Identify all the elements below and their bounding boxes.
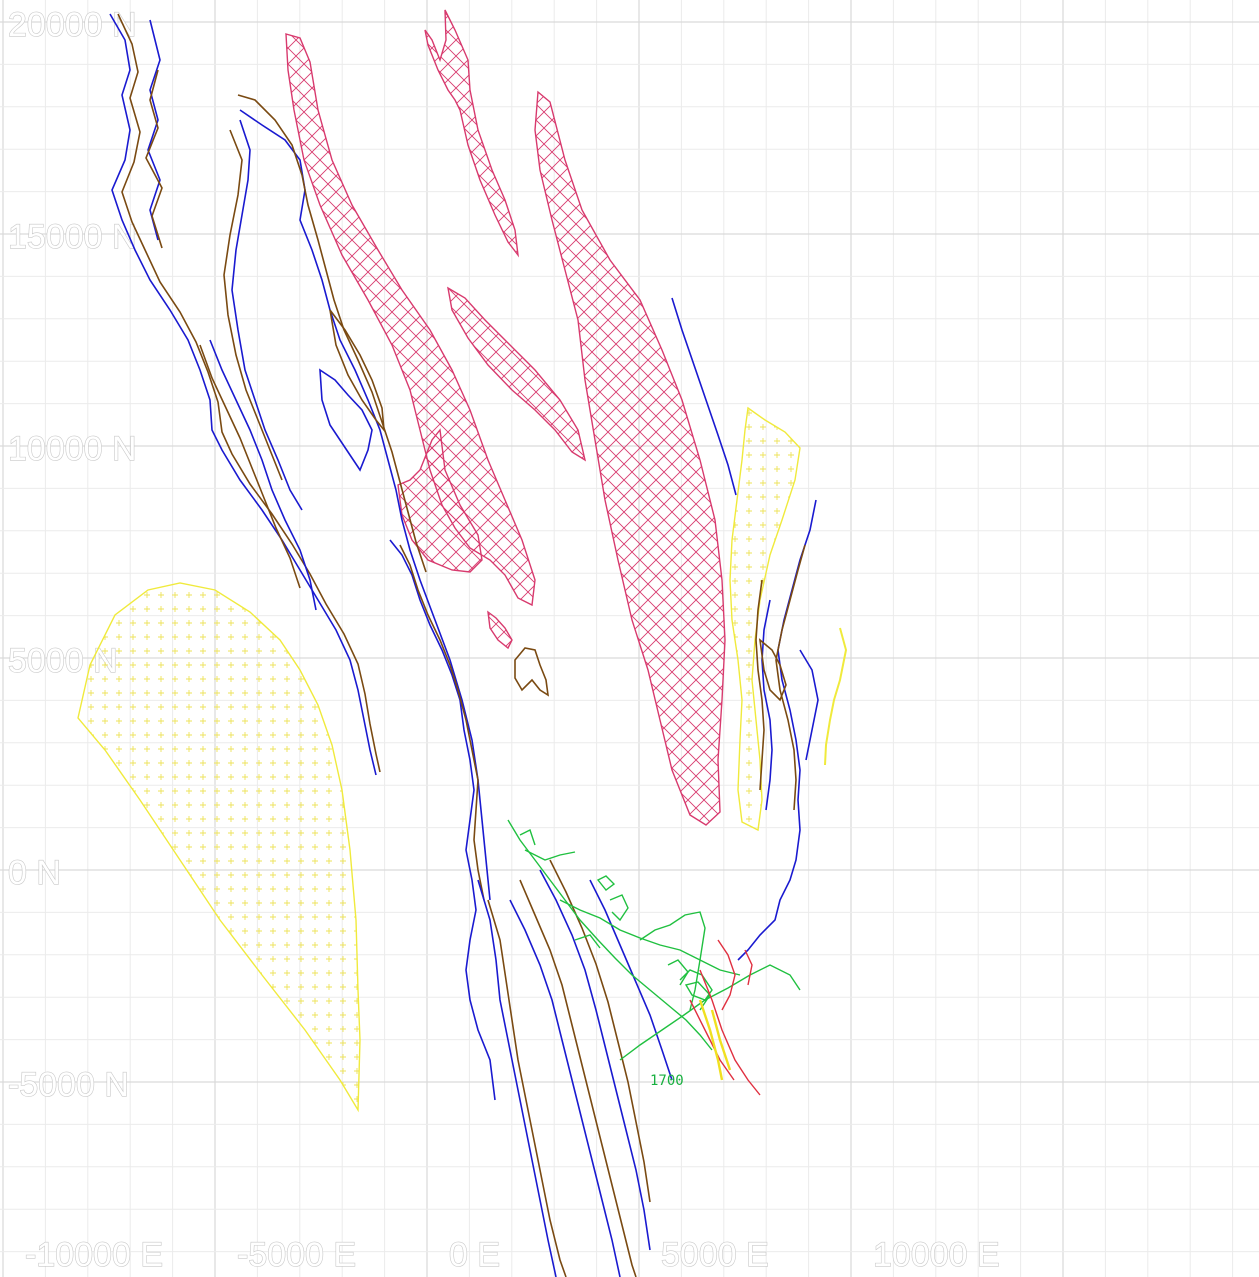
northing-label-n-15000: 15000 N xyxy=(8,218,137,256)
contact-brown-loop xyxy=(237,94,427,573)
easting-label-e-10000: 10000 E xyxy=(873,1236,1000,1274)
contact-brown-pod xyxy=(514,647,550,697)
yellow-vein-east xyxy=(824,627,848,766)
contact-blue-south-2 xyxy=(509,899,621,1277)
geological-contacts xyxy=(109,13,819,1277)
contact-blue-east-4 xyxy=(799,649,819,761)
workings-red-decline xyxy=(689,999,735,1081)
easting-label-e-5000: 5000 E xyxy=(661,1236,769,1274)
contact-brown-inner-2 xyxy=(199,344,301,589)
contact-brown-inner-1 xyxy=(223,129,283,481)
hatched-zone-west xyxy=(285,33,536,607)
contact-blue-south-3 xyxy=(539,869,651,1251)
level-label: 1700 xyxy=(650,1073,684,1089)
workings-green-drift-3 xyxy=(639,911,706,1011)
workings-red-stopes xyxy=(699,939,761,1096)
northing-label-n-minus-5000: -5000 N xyxy=(8,1066,129,1104)
workings-green-ramp xyxy=(679,969,713,1011)
contact-blue-loop xyxy=(239,109,491,901)
contact-brown-east-knob xyxy=(758,638,787,702)
hatched-zone-tiny xyxy=(487,610,513,650)
contact-blue-east-1 xyxy=(671,297,737,496)
northing-label-n-10000: 10000 N xyxy=(8,430,137,468)
contact-blue-crest xyxy=(319,368,373,472)
hatched-zone-north xyxy=(424,9,519,258)
contact-brown-west-2 xyxy=(145,69,163,249)
contact-blue-west-1 xyxy=(109,13,377,776)
workings-green-shaft-cluster xyxy=(596,875,629,922)
contact-brown-south-1 xyxy=(487,899,567,1277)
northing-label-n-0: 0 N xyxy=(8,854,61,892)
workings-green-drift-4 xyxy=(619,964,801,1061)
contact-brown-crest xyxy=(329,309,386,433)
contact-blue-middle xyxy=(389,539,496,1101)
workings-green-drift-1 xyxy=(524,849,576,861)
workings-yellow-stope xyxy=(698,999,732,1081)
hatched-zones xyxy=(285,9,726,826)
workings-green-branch xyxy=(519,829,689,986)
easting-label-e-minus-10000: -10000 E xyxy=(25,1236,163,1274)
contact-blue-inner-1 xyxy=(231,119,303,511)
contact-brown-south-2 xyxy=(519,879,637,1277)
contact-blue-south-1 xyxy=(477,879,557,1277)
contact-blue-inner-2 xyxy=(209,339,317,611)
contact-blue-south-4 xyxy=(589,879,673,1081)
contact-brown-east-3 xyxy=(755,579,765,791)
hatched-zone-narrow xyxy=(447,286,587,462)
dotted-zones xyxy=(77,406,848,1113)
easting-label-e-0: 0 E xyxy=(449,1236,500,1274)
easting-label-e-minus-5000: -5000 E xyxy=(237,1236,356,1274)
dotted-zone-east xyxy=(729,406,801,832)
mine-workings: 1700 xyxy=(507,819,801,1096)
dotted-zone-southwest xyxy=(77,582,361,1113)
workings-green-main xyxy=(507,819,713,1051)
contact-blue-east-3 xyxy=(761,599,773,811)
contact-blue-west-2 xyxy=(147,19,161,241)
contact-brown-west-1 xyxy=(117,13,381,773)
contact-brown-middle xyxy=(399,544,485,901)
contact-brown-east-2 xyxy=(775,544,806,811)
hatched-zone-central xyxy=(534,90,726,826)
workings-green-drift-2 xyxy=(559,899,741,976)
contact-brown-south-3 xyxy=(549,859,651,1203)
